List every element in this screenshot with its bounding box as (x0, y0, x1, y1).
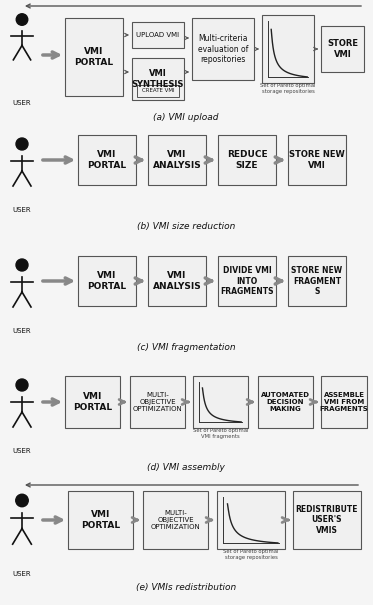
FancyBboxPatch shape (258, 376, 313, 428)
Text: USER: USER (13, 328, 31, 334)
FancyBboxPatch shape (293, 491, 361, 549)
FancyBboxPatch shape (148, 135, 206, 185)
FancyBboxPatch shape (262, 15, 314, 83)
Text: VMI
ANALYSIS: VMI ANALYSIS (153, 271, 201, 290)
Text: (d) VMI assembly: (d) VMI assembly (147, 463, 225, 472)
FancyBboxPatch shape (132, 22, 184, 48)
FancyBboxPatch shape (78, 256, 136, 306)
Text: STORE NEW
FRAGMENT
S: STORE NEW FRAGMENT S (291, 266, 342, 296)
Text: MULTI-
OBJECTIVE
OPTIMIZATION: MULTI- OBJECTIVE OPTIMIZATION (151, 510, 200, 530)
FancyBboxPatch shape (192, 18, 254, 80)
Text: DIVIDE VMI
INTO
FRAGMENTS: DIVIDE VMI INTO FRAGMENTS (220, 266, 274, 296)
Text: STORE
VMI: STORE VMI (327, 39, 358, 59)
Text: VMI
PORTAL: VMI PORTAL (81, 510, 120, 530)
FancyBboxPatch shape (68, 491, 133, 549)
Circle shape (16, 494, 28, 507)
Text: VMI
PORTAL: VMI PORTAL (73, 392, 112, 411)
FancyBboxPatch shape (321, 26, 364, 72)
Text: VMI
PORTAL: VMI PORTAL (87, 150, 126, 169)
Text: MULTI-
OBJECTIVE
OPTIMIZATION: MULTI- OBJECTIVE OPTIMIZATION (133, 392, 182, 412)
Text: ASSEMBLE
VMI FROM
FRAGMENTS: ASSEMBLE VMI FROM FRAGMENTS (320, 392, 369, 412)
Circle shape (16, 138, 28, 150)
Text: Set of Pareto optimal
VMI fragments: Set of Pareto optimal VMI fragments (193, 428, 248, 439)
FancyBboxPatch shape (65, 18, 123, 96)
FancyBboxPatch shape (193, 376, 248, 428)
Text: (a) VMI upload: (a) VMI upload (153, 113, 219, 122)
Text: (c) VMI fragmentation: (c) VMI fragmentation (137, 343, 235, 352)
FancyBboxPatch shape (288, 135, 346, 185)
Text: REDISTRIBUTE
USER'S
VMIS: REDISTRIBUTE USER'S VMIS (296, 505, 358, 535)
Text: Multi-criteria
evaluation of
repositories: Multi-criteria evaluation of repositorie… (198, 34, 248, 64)
FancyBboxPatch shape (132, 58, 184, 100)
FancyBboxPatch shape (321, 376, 367, 428)
Circle shape (16, 14, 28, 25)
FancyBboxPatch shape (288, 256, 346, 306)
FancyBboxPatch shape (217, 491, 285, 549)
Text: USER: USER (13, 448, 31, 454)
FancyBboxPatch shape (137, 85, 179, 97)
FancyBboxPatch shape (65, 376, 120, 428)
Text: (b) VMI size reduction: (b) VMI size reduction (137, 222, 235, 231)
FancyBboxPatch shape (130, 376, 185, 428)
Text: Set of Pareto optimal
storage repositories: Set of Pareto optimal storage repositori… (223, 549, 279, 560)
Text: STORE NEW
VMI: STORE NEW VMI (289, 150, 345, 169)
Text: Set of Pareto optimal
storage repositories: Set of Pareto optimal storage repositori… (260, 83, 316, 94)
Text: USER: USER (13, 100, 31, 106)
FancyBboxPatch shape (218, 256, 276, 306)
Text: (e) VMIs redistribution: (e) VMIs redistribution (136, 583, 236, 592)
Text: UPLOAD VMI: UPLOAD VMI (137, 32, 179, 38)
Circle shape (16, 379, 28, 391)
Text: AUTOMATED
DECISION
MAKING: AUTOMATED DECISION MAKING (261, 392, 310, 412)
Text: CREATE VMI: CREATE VMI (142, 88, 174, 94)
FancyBboxPatch shape (78, 135, 136, 185)
FancyBboxPatch shape (218, 135, 276, 185)
FancyBboxPatch shape (148, 256, 206, 306)
Text: VMI
SYNTHESIS: VMI SYNTHESIS (132, 70, 184, 89)
Text: VMI
PORTAL: VMI PORTAL (75, 47, 113, 67)
Text: VMI
PORTAL: VMI PORTAL (87, 271, 126, 290)
Text: VMI
ANALYSIS: VMI ANALYSIS (153, 150, 201, 169)
Circle shape (16, 259, 28, 271)
Text: USER: USER (13, 207, 31, 213)
Text: REDUCE
SIZE: REDUCE SIZE (227, 150, 267, 169)
FancyBboxPatch shape (143, 491, 208, 549)
Text: USER: USER (13, 571, 31, 577)
